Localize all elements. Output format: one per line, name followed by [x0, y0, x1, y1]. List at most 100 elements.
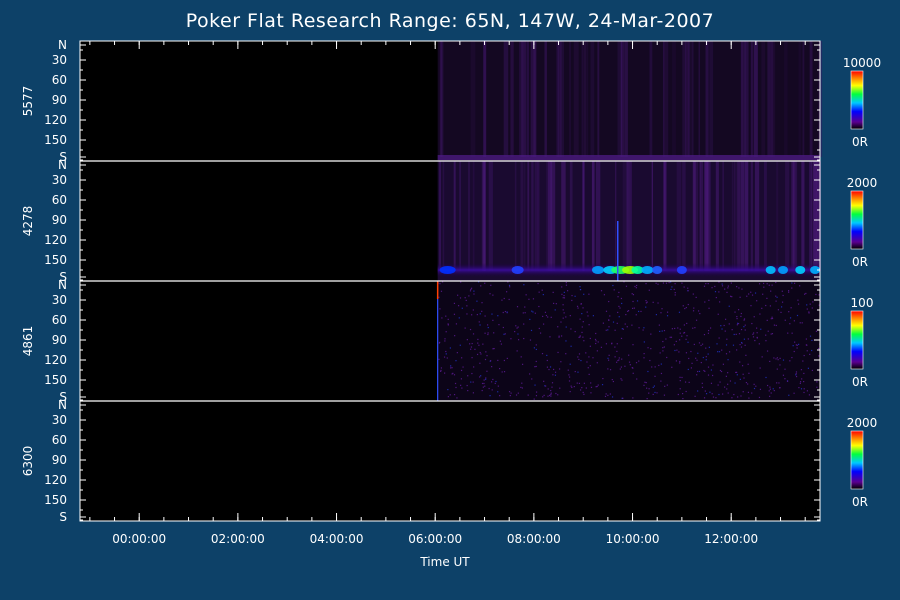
noise-pixel [788, 311, 790, 313]
noise-pixel [486, 370, 488, 372]
noise-pixel [569, 315, 571, 317]
noise-pixel [581, 331, 583, 334]
noise-pixel [797, 299, 799, 301]
noise-pixel [447, 318, 449, 320]
noise-pixel [472, 309, 474, 311]
noise-pixel [806, 304, 808, 306]
noise-pixel [697, 390, 699, 392]
noise-pixel [458, 317, 460, 319]
noise-pixel [488, 387, 490, 390]
noise-pixel [543, 394, 545, 396]
y-tick-label: 60 [52, 433, 67, 447]
noise-pixel [525, 294, 527, 296]
noise-pixel [627, 310, 629, 312]
emission-streak [453, 161, 456, 271]
noise-pixel [490, 284, 492, 286]
y-tick-label: 120 [44, 353, 67, 367]
noise-pixel [468, 295, 470, 297]
emission-streak [682, 41, 686, 157]
noise-pixel [479, 351, 481, 354]
noise-pixel [510, 338, 512, 340]
noise-pixel [799, 285, 801, 287]
noise-pixel [815, 330, 818, 332]
noise-pixel [778, 382, 780, 384]
noise-pixel [643, 341, 645, 343]
noise-pixel [523, 323, 525, 325]
noise-pixel [703, 333, 706, 336]
emission-streak [597, 41, 600, 157]
noise-pixel [529, 373, 531, 375]
noise-pixel [686, 322, 688, 325]
noise-pixel [504, 333, 506, 335]
noise-pixel [697, 310, 700, 312]
noise-pixel [701, 386, 704, 388]
noise-pixel [477, 338, 479, 341]
noise-pixel [559, 387, 561, 389]
y-tick-label: 150 [44, 373, 67, 387]
noise-pixel [592, 315, 594, 317]
noise-pixel [636, 378, 638, 380]
noise-pixel [696, 359, 698, 361]
noise-pixel [815, 293, 817, 296]
noise-pixel [726, 388, 728, 390]
noise-pixel [569, 363, 571, 365]
noise-pixel [739, 361, 741, 363]
noise-pixel [799, 382, 801, 384]
noise-pixel [759, 313, 761, 315]
noise-pixel [784, 368, 786, 370]
noise-pixel [701, 382, 703, 384]
noise-pixel [515, 325, 517, 327]
noise-pixel [740, 312, 742, 315]
noise-pixel [727, 285, 729, 287]
noise-pixel [685, 352, 688, 354]
noise-pixel [490, 360, 492, 362]
noise-pixel [743, 338, 746, 340]
noise-pixel [654, 366, 656, 368]
noise-pixel [534, 312, 536, 314]
emission-streak [776, 161, 779, 271]
emission-streak [595, 161, 601, 271]
noise-pixel [542, 293, 544, 296]
noise-pixel [478, 281, 480, 283]
noise-pixel [457, 294, 459, 296]
emission-streak [651, 161, 654, 271]
noise-pixel [701, 343, 704, 345]
panel-6300: N30 60 90 120 150 S 6300 2000 0R [21, 398, 877, 524]
noise-pixel [469, 328, 472, 331]
colorbar [850, 70, 864, 130]
noise-pixel [449, 347, 451, 349]
noise-pixel [659, 352, 661, 354]
noise-pixel [751, 392, 753, 394]
noise-pixel [444, 372, 446, 374]
noise-pixel [808, 311, 810, 313]
noise-pixel [446, 357, 448, 359]
noise-pixel [738, 287, 740, 289]
noise-pixel [596, 350, 598, 352]
noise-pixel [579, 288, 582, 291]
noise-pixel [553, 302, 555, 304]
noise-pixel [728, 323, 730, 325]
noise-pixel [574, 331, 576, 333]
noise-pixel [611, 378, 613, 381]
noise-pixel [483, 382, 485, 385]
noise-pixel [712, 364, 714, 366]
noise-pixel [628, 354, 630, 356]
noise-pixel [694, 395, 696, 397]
noise-pixel [485, 377, 487, 379]
noise-pixel [719, 381, 721, 383]
noise-pixel [791, 332, 793, 334]
noise-pixel [694, 327, 696, 329]
noise-pixel [648, 388, 650, 390]
noise-pixel [485, 351, 487, 353]
noise-pixel [775, 300, 777, 302]
noise-pixel [703, 397, 706, 399]
noise-pixel [588, 356, 590, 358]
noise-pixel [644, 381, 646, 383]
emission-streak [591, 161, 595, 271]
noise-pixel [535, 365, 537, 368]
emission-streak [672, 41, 676, 157]
noise-pixel [719, 301, 721, 303]
noise-pixel [736, 349, 738, 351]
emission-streak [569, 161, 573, 271]
emission-streak [514, 161, 517, 271]
